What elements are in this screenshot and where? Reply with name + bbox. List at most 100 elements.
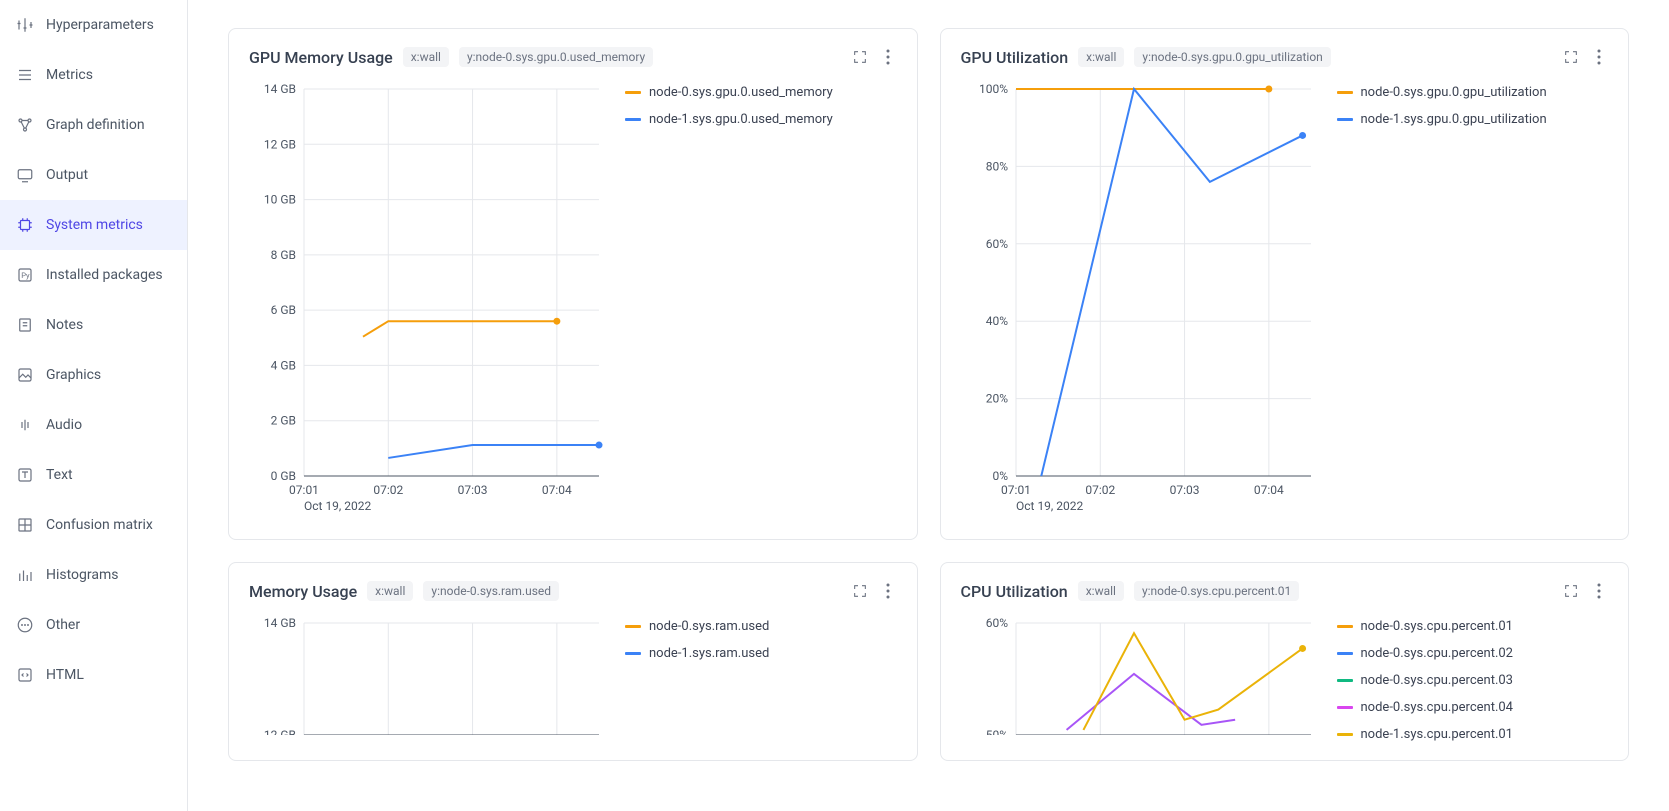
chart-svg: 0%20%40%60%80%100%07:0107:0207:0307:04Oc… [961,81,1321,521]
legend-item[interactable]: node-0.sys.ram.used [625,619,769,634]
sidebar-item-confusion-matrix[interactable]: Confusion matrix [0,500,187,550]
svg-text:2 GB: 2 GB [271,414,296,428]
svg-text:6 GB: 6 GB [271,303,296,317]
chart-svg: 50%60% [961,615,1321,735]
legend-label: node-0.sys.cpu.percent.02 [1361,646,1514,661]
legend-label: node-0.sys.cpu.percent.04 [1361,700,1514,715]
svg-text:Oct 19, 2022: Oct 19, 2022 [304,499,371,513]
svg-text:Py: Py [21,271,30,280]
panel-title: Memory Usage [249,582,357,601]
sidebar-item-hyperparameters[interactable]: Hyperparameters [0,0,187,50]
legend-item[interactable]: node-1.sys.gpu.0.used_memory [625,112,833,127]
panel-actions [1562,48,1608,66]
sidebar-item-text[interactable]: Text [0,450,187,500]
legend-swatch [625,91,641,94]
note-icon [16,316,34,334]
kebab-menu-icon[interactable] [1590,582,1608,600]
svg-text:10 GB: 10 GB [264,193,296,207]
svg-text:8 GB: 8 GB [271,248,296,262]
legend-item[interactable]: node-0.sys.gpu.0.used_memory [625,85,833,100]
sidebar-item-other[interactable]: Other [0,600,187,650]
panel-tag: x:wall [1078,47,1124,67]
legend-item[interactable]: node-0.sys.cpu.percent.02 [1337,646,1514,661]
panel-actions [1562,582,1608,600]
legend-label: node-0.sys.ram.used [649,619,769,634]
panel-tag: y:node-0.sys.ram.used [423,581,559,601]
dots-icon [16,616,34,634]
legend-item[interactable]: node-1.sys.ram.used [625,646,769,661]
graph-icon [16,116,34,134]
svg-text:4 GB: 4 GB [271,358,296,372]
sidebar-item-audio[interactable]: Audio [0,400,187,450]
expand-icon[interactable] [851,582,869,600]
svg-text:0%: 0% [992,469,1008,483]
legend-swatch [625,652,641,655]
legend-item[interactable]: node-0.sys.cpu.percent.04 [1337,700,1514,715]
panel-title: GPU Memory Usage [249,48,393,67]
sidebar-item-graph-definition[interactable]: Graph definition [0,100,187,150]
grid-icon [16,516,34,534]
panel-tag: x:wall [403,47,449,67]
kebab-menu-icon[interactable] [879,582,897,600]
svg-text:14 GB: 14 GB [264,82,296,96]
panel-grid: GPU Memory Usage x:wall y:node-0.sys.gpu.0… [228,28,1629,761]
chart-area: 50%60% node-0.sys.cpu.percent.01 node-0.sy… [961,615,1609,742]
expand-icon[interactable] [851,48,869,66]
main-content: GPU Memory Usage x:wall y:node-0.sys.gpu.0… [188,0,1669,811]
image-icon [16,366,34,384]
legend-item[interactable]: node-0.sys.cpu.percent.03 [1337,673,1514,688]
chart-area: 0 GB2 GB4 GB6 GB8 GB10 GB12 GB14 GB07:01… [249,81,897,521]
legend-item[interactable]: node-1.sys.gpu.0.gpu_utilization [1337,112,1547,127]
sidebar-item-label: Installed packages [46,267,163,283]
sidebar-item-label: Metrics [46,67,93,83]
expand-icon[interactable] [1562,48,1580,66]
audio-icon [16,416,34,434]
sidebar-item-html[interactable]: HTML [0,650,187,700]
panel-tag: y:node-0.sys.cpu.percent.01 [1134,581,1299,601]
panel-actions [851,582,897,600]
panel-gpu-util: GPU Utilizationx:wally:node-0.sys.gpu.0.… [940,28,1630,540]
svg-text:12 GB: 12 GB [264,137,296,151]
panel-header: CPU Utilizationx:wally:node-0.sys.cpu.pe… [961,581,1609,601]
code-icon [16,666,34,684]
sidebar-item-notes[interactable]: Notes [0,300,187,350]
svg-text:20%: 20% [985,392,1007,406]
chart-svg: 12 GB 14 GB [249,615,609,735]
svg-text:12 GB: 12 GB [264,728,296,735]
panel-title: GPU Utilization [961,48,1069,67]
sidebar-item-label: Histograms [46,567,119,583]
sidebar-item-histograms[interactable]: Histograms [0,550,187,600]
chip-icon [16,216,34,234]
panel-actions [851,48,897,66]
expand-icon[interactable] [1562,582,1580,600]
sidebar-item-installed-packages[interactable]: Py Installed packages [0,250,187,300]
sidebar-item-label: Text [46,467,73,483]
svg-text:07:02: 07:02 [1085,483,1115,497]
panel-header: Memory Usagex:wally:node-0.sys.ram.used [249,581,897,601]
svg-text:07:04: 07:04 [1253,483,1283,497]
kebab-menu-icon[interactable] [1590,48,1608,66]
panel-title: CPU Utilization [961,582,1068,601]
bars-icon [16,566,34,584]
panel-tag: y:node-0.sys.gpu.0.used_memory [459,47,653,67]
sidebar-item-system-metrics[interactable]: System metrics [0,200,187,250]
panel-memory: Memory Usagex:wally:node-0.sys.ram.used … [228,562,918,761]
chart-svg: 0 GB2 GB4 GB6 GB8 GB10 GB12 GB14 GB07:01… [249,81,609,521]
chart-area: 12 GB 14 GB node-0.sys.ram.used node-1.sys.… [249,615,897,735]
legend-label: node-1.sys.cpu.percent.01 [1361,727,1514,742]
sidebar-item-output[interactable]: Output [0,150,187,200]
legend-item[interactable]: node-1.sys.cpu.percent.01 [1337,727,1514,742]
sidebar-item-label: HTML [46,667,84,683]
sidebar-item-metrics[interactable]: Metrics [0,50,187,100]
legend-item[interactable]: node-0.sys.cpu.percent.01 [1337,619,1514,634]
legend: node-0.sys.gpu.0.used_memory node-1.sys.g… [625,81,833,521]
svg-text:40%: 40% [985,314,1007,328]
legend-item[interactable]: node-0.sys.gpu.0.gpu_utilization [1337,85,1547,100]
legend-swatch [1337,118,1353,121]
svg-text:14 GB: 14 GB [264,616,296,630]
svg-text:100%: 100% [978,82,1007,96]
sidebar-item-graphics[interactable]: Graphics [0,350,187,400]
legend: node-0.sys.ram.used node-1.sys.ram.used [625,615,769,735]
kebab-menu-icon[interactable] [879,48,897,66]
svg-text:50%: 50% [985,728,1007,735]
